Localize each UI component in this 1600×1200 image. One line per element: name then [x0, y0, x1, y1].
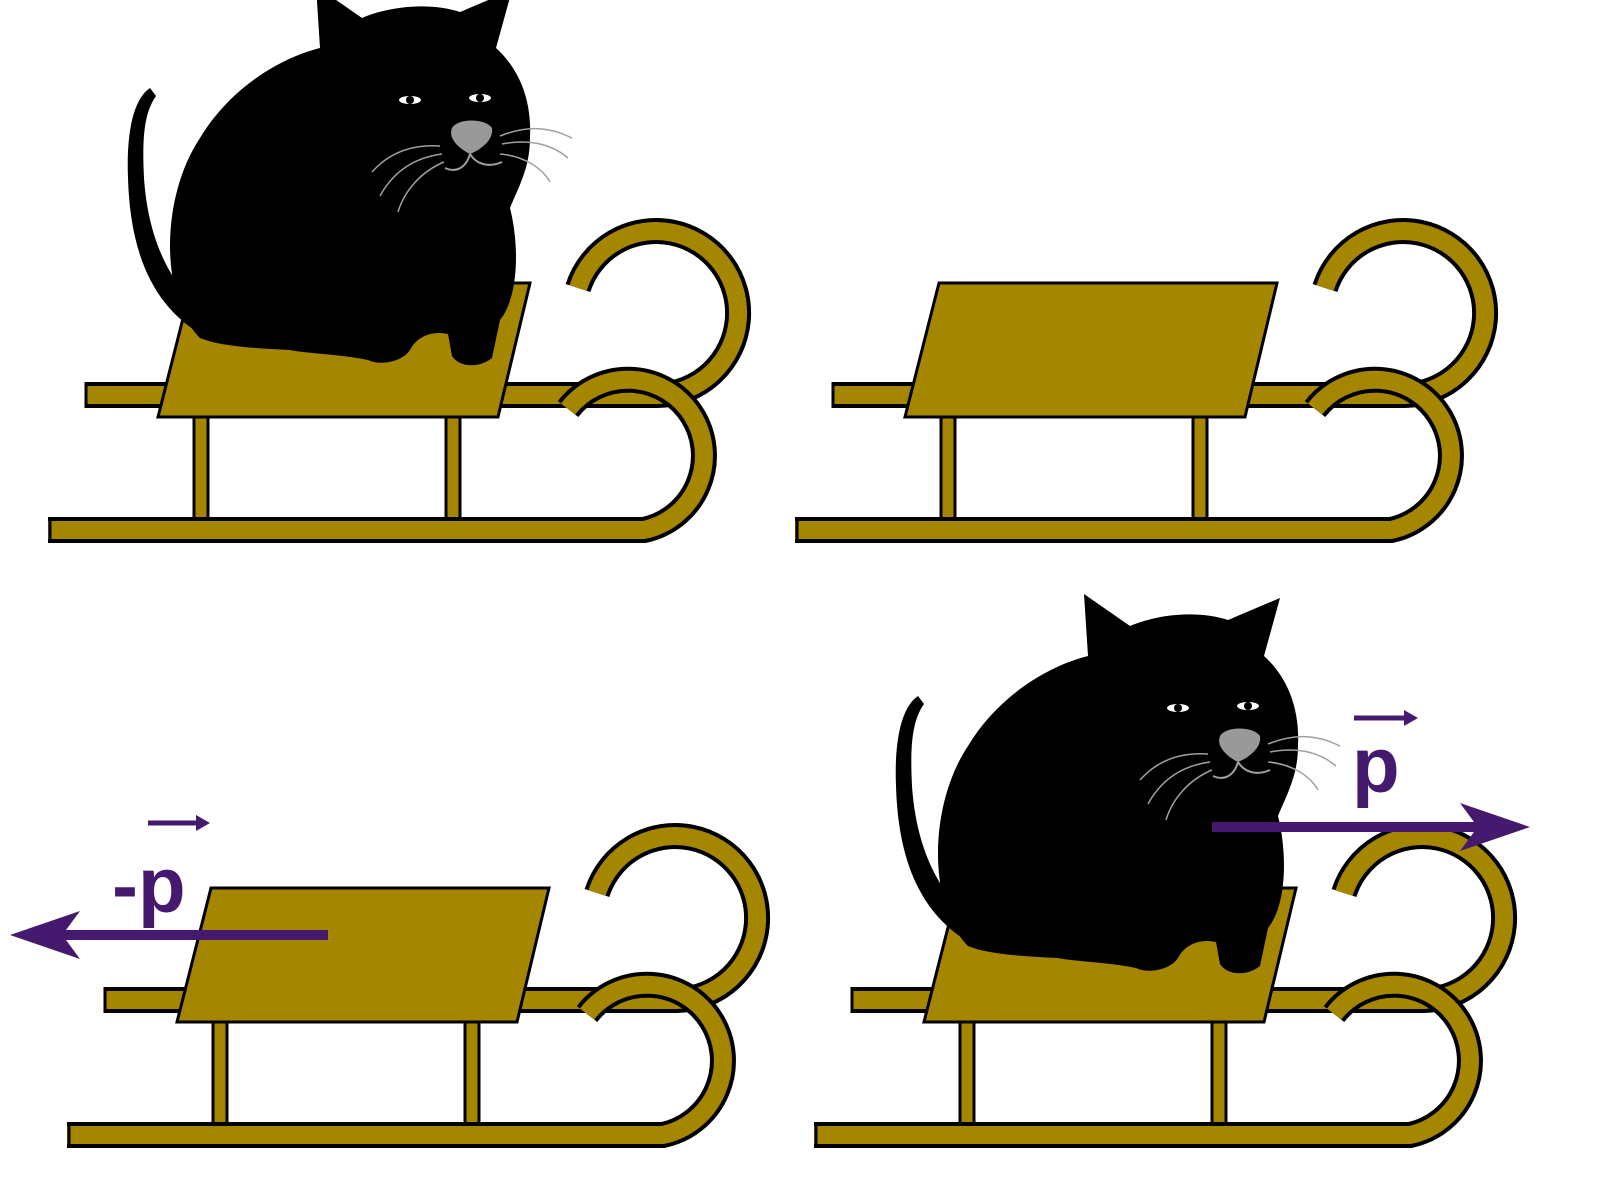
cat-icon [126, 0, 574, 367]
panel-empty-sled [795, 231, 1485, 543]
panel-empty-sled-recoil: -p [10, 815, 757, 1148]
negative-momentum-label: -p [112, 841, 186, 929]
sled-icon [795, 231, 1485, 543]
panel-sled-with-cat-jumping: p [814, 593, 1530, 1148]
panel-sled-with-cat [48, 0, 738, 543]
vector-bar-head [196, 815, 210, 831]
momentum-label: p [1352, 721, 1400, 809]
vector-bar-head [1404, 710, 1418, 726]
cat-icon [894, 593, 1341, 975]
